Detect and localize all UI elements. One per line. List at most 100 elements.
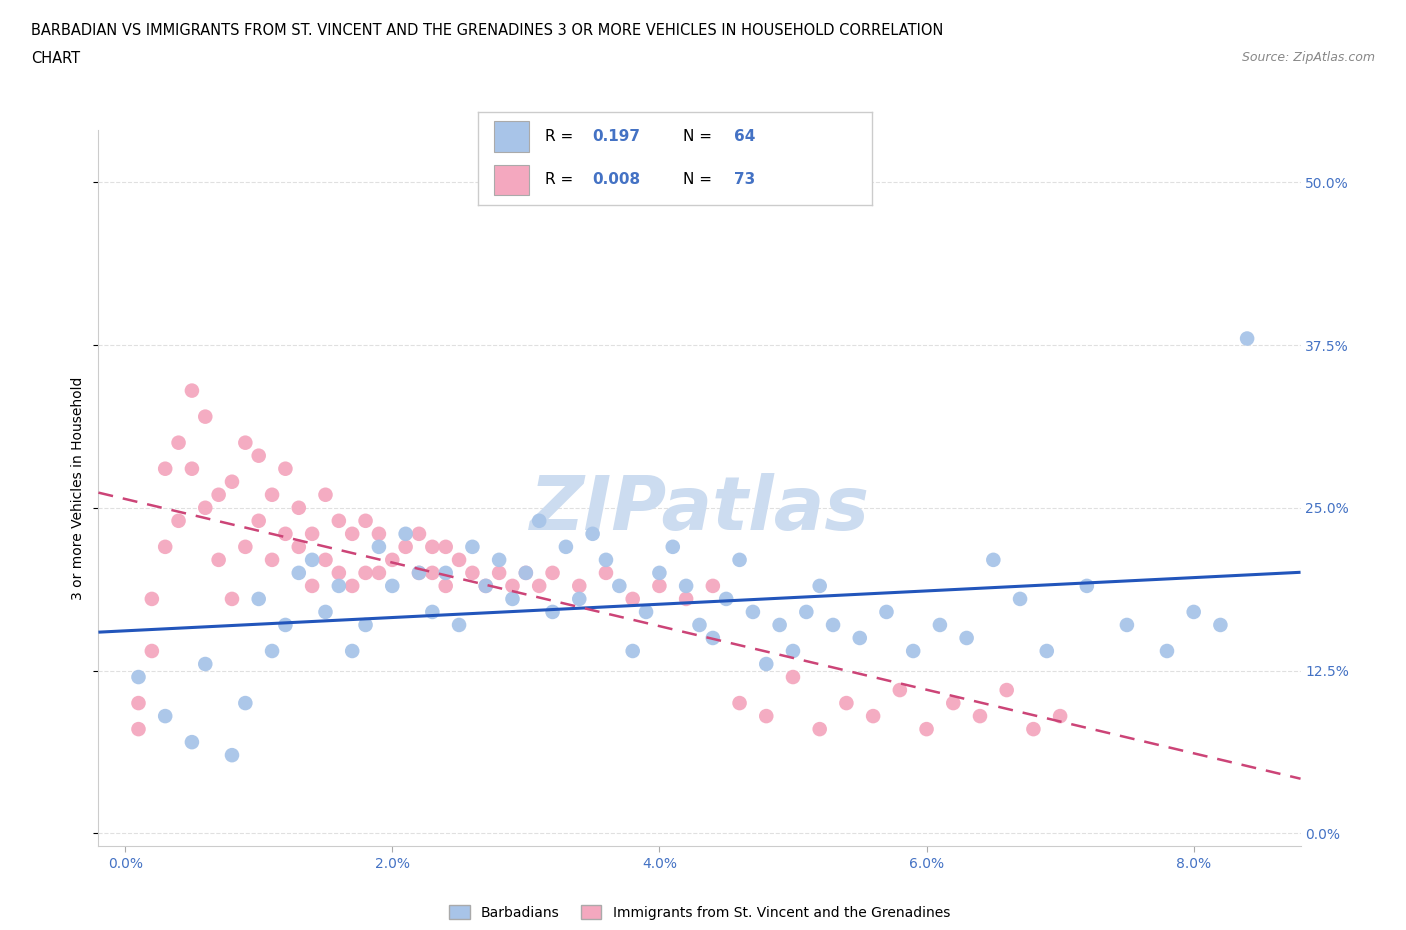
Legend: Barbadians, Immigrants from St. Vincent and the Grenadines: Barbadians, Immigrants from St. Vincent …: [443, 899, 956, 925]
Point: [128, 722, 150, 737]
Point: [287, 565, 309, 580]
Point: [928, 618, 950, 632]
Point: [862, 709, 884, 724]
Point: [408, 565, 430, 580]
Text: N =: N =: [683, 172, 717, 187]
Point: [167, 513, 190, 528]
Point: [141, 591, 163, 606]
Point: [648, 565, 671, 580]
Point: [368, 539, 391, 554]
Text: CHART: CHART: [31, 51, 80, 66]
Point: [381, 578, 404, 593]
Point: [262, 552, 284, 567]
Point: [595, 552, 617, 567]
Point: [969, 709, 991, 724]
Point: [1209, 618, 1232, 632]
Point: [141, 644, 163, 658]
Point: [381, 552, 404, 567]
Point: [434, 539, 457, 554]
Point: [903, 644, 925, 658]
Y-axis label: 3 or more Vehicles in Household: 3 or more Vehicles in Household: [72, 377, 86, 600]
Point: [474, 578, 498, 593]
Point: [1156, 644, 1178, 658]
Point: [422, 565, 444, 580]
Text: N =: N =: [683, 129, 717, 144]
Point: [301, 526, 323, 541]
Point: [181, 735, 204, 750]
Point: [875, 604, 897, 619]
Point: [301, 552, 323, 567]
Point: [461, 539, 484, 554]
Point: [155, 461, 177, 476]
Point: [568, 578, 591, 593]
Point: [474, 578, 498, 593]
Point: [541, 565, 564, 580]
Point: [541, 604, 564, 619]
Point: [368, 526, 391, 541]
Point: [434, 578, 457, 593]
Point: [194, 409, 217, 424]
Point: [434, 565, 457, 580]
Point: [447, 552, 470, 567]
Point: [247, 513, 270, 528]
Point: [728, 552, 751, 567]
Point: [808, 578, 831, 593]
Point: [702, 631, 724, 645]
Point: [408, 565, 430, 580]
Point: [554, 539, 576, 554]
Point: [742, 604, 765, 619]
Point: [167, 435, 190, 450]
Text: R =: R =: [546, 129, 578, 144]
Point: [354, 513, 377, 528]
Point: [981, 552, 1004, 567]
Point: [1116, 618, 1139, 632]
FancyBboxPatch shape: [494, 165, 529, 195]
Point: [501, 591, 523, 606]
Point: [208, 487, 231, 502]
Point: [1076, 578, 1098, 593]
Point: [942, 696, 965, 711]
Point: [247, 591, 270, 606]
Text: 64: 64: [734, 129, 755, 144]
Point: [488, 552, 510, 567]
Text: BARBADIAN VS IMMIGRANTS FROM ST. VINCENT AND THE GRENADINES 3 OR MORE VEHICLES I: BARBADIAN VS IMMIGRANTS FROM ST. VINCENT…: [31, 23, 943, 38]
Point: [328, 513, 350, 528]
Point: [447, 618, 470, 632]
Text: ZIPatlas: ZIPatlas: [530, 473, 869, 546]
Point: [274, 461, 297, 476]
Point: [408, 526, 430, 541]
Point: [128, 670, 150, 684]
Point: [835, 696, 858, 711]
Point: [728, 696, 751, 711]
Point: [221, 591, 243, 606]
Point: [287, 539, 309, 554]
Point: [394, 539, 416, 554]
Text: 73: 73: [734, 172, 755, 187]
Point: [233, 696, 257, 711]
Point: [956, 631, 979, 645]
Point: [714, 591, 737, 606]
Point: [889, 683, 911, 698]
Point: [808, 722, 831, 737]
Point: [821, 618, 844, 632]
Point: [328, 578, 350, 593]
Point: [354, 565, 377, 580]
Point: [221, 474, 243, 489]
FancyBboxPatch shape: [494, 121, 529, 152]
Point: [755, 709, 778, 724]
Point: [768, 618, 790, 632]
Point: [274, 618, 297, 632]
Point: [221, 748, 243, 763]
Point: [262, 644, 284, 658]
Point: [1049, 709, 1071, 724]
Point: [1182, 604, 1205, 619]
Text: 0.197: 0.197: [592, 129, 640, 144]
Point: [342, 526, 364, 541]
Point: [675, 578, 697, 593]
Point: [368, 565, 391, 580]
Point: [529, 513, 551, 528]
Point: [755, 657, 778, 671]
Point: [1035, 644, 1059, 658]
Point: [661, 539, 683, 554]
Point: [155, 709, 177, 724]
